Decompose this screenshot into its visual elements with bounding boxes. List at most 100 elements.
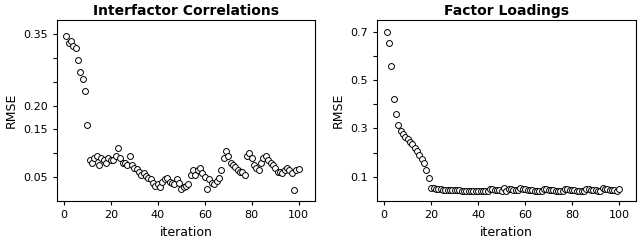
- Point: [570, 188, 580, 192]
- Point: [522, 188, 532, 192]
- Point: [419, 162, 429, 165]
- Point: [511, 188, 521, 192]
- Point: [452, 188, 462, 192]
- Point: [506, 187, 516, 191]
- Point: [426, 186, 436, 190]
- Point: [532, 189, 542, 193]
- Point: [501, 189, 511, 193]
- Point: [113, 147, 123, 150]
- Point: [99, 158, 109, 162]
- Point: [127, 163, 137, 167]
- Point: [449, 188, 460, 192]
- Point: [153, 182, 163, 186]
- Point: [400, 135, 410, 139]
- Point: [605, 188, 615, 192]
- Point: [581, 187, 591, 191]
- Point: [197, 171, 207, 175]
- Point: [550, 189, 561, 192]
- Point: [424, 176, 434, 180]
- Point: [186, 173, 196, 177]
- Point: [287, 171, 297, 175]
- Point: [598, 186, 608, 190]
- Point: [591, 188, 601, 192]
- Point: [209, 182, 220, 186]
- Point: [134, 170, 144, 174]
- Point: [223, 154, 234, 157]
- Point: [61, 34, 71, 38]
- Point: [534, 189, 545, 193]
- Point: [202, 187, 212, 191]
- Point: [607, 188, 617, 192]
- Point: [291, 168, 301, 172]
- Point: [412, 149, 422, 153]
- Point: [438, 188, 448, 191]
- Point: [529, 189, 540, 192]
- Point: [148, 181, 158, 185]
- Point: [101, 161, 111, 165]
- Point: [435, 187, 445, 191]
- Point: [211, 179, 221, 183]
- Point: [513, 188, 524, 192]
- Point: [468, 189, 479, 193]
- Point: [553, 189, 563, 193]
- Point: [252, 166, 262, 170]
- Point: [277, 171, 287, 175]
- Point: [461, 189, 472, 192]
- Point: [94, 163, 104, 167]
- Point: [155, 185, 165, 189]
- Point: [405, 140, 415, 144]
- Point: [237, 170, 248, 174]
- Point: [563, 187, 573, 191]
- Point: [557, 189, 568, 193]
- Point: [256, 161, 266, 165]
- Point: [66, 39, 76, 43]
- Point: [129, 166, 140, 170]
- Point: [609, 188, 620, 192]
- Point: [136, 173, 147, 177]
- Point: [270, 166, 280, 170]
- Point: [497, 189, 507, 192]
- Point: [572, 189, 582, 192]
- Point: [494, 188, 504, 192]
- X-axis label: iteration: iteration: [159, 226, 212, 239]
- Point: [242, 154, 252, 157]
- Point: [89, 156, 99, 160]
- Point: [588, 188, 598, 192]
- Point: [221, 149, 231, 153]
- Point: [386, 64, 396, 68]
- Point: [445, 188, 455, 192]
- Point: [179, 185, 189, 189]
- Point: [204, 178, 214, 182]
- Point: [96, 156, 106, 160]
- Point: [388, 97, 399, 101]
- Point: [560, 187, 570, 191]
- Point: [84, 158, 95, 162]
- Point: [579, 189, 589, 193]
- Point: [284, 168, 294, 172]
- Point: [508, 188, 518, 192]
- Point: [239, 173, 250, 177]
- Point: [228, 163, 238, 167]
- Point: [268, 163, 278, 167]
- Point: [556, 189, 566, 193]
- Point: [150, 184, 161, 188]
- Point: [483, 189, 493, 193]
- Point: [595, 189, 605, 193]
- Point: [396, 129, 406, 133]
- Point: [167, 181, 177, 185]
- Point: [417, 157, 427, 161]
- Point: [132, 166, 142, 170]
- Point: [195, 166, 205, 170]
- Point: [235, 170, 245, 174]
- Point: [259, 156, 269, 160]
- Point: [614, 187, 624, 191]
- Point: [473, 189, 483, 193]
- Point: [539, 187, 549, 191]
- Point: [456, 189, 467, 192]
- Point: [120, 161, 130, 165]
- Point: [253, 168, 264, 172]
- Point: [80, 89, 90, 93]
- Point: [393, 123, 403, 127]
- Point: [564, 188, 575, 192]
- Point: [260, 154, 271, 157]
